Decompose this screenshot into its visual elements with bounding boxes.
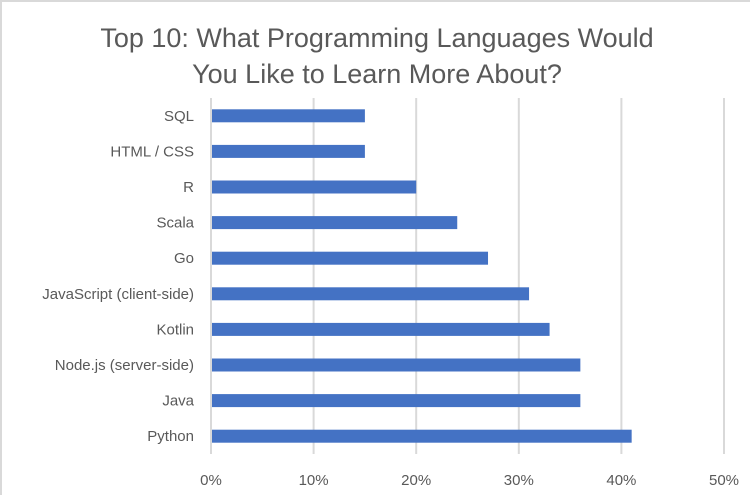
bar — [212, 287, 530, 301]
category-label: Go — [174, 250, 194, 267]
chart-title: Top 10: What Programming Languages Would… — [2, 20, 750, 92]
category-label: Node.js (server-side) — [55, 357, 194, 374]
bar — [212, 144, 365, 158]
x-tick-label: 0% — [200, 472, 222, 489]
category-label: JavaScript (client-side) — [42, 286, 194, 303]
bar — [212, 216, 458, 230]
category-label: Java — [162, 393, 194, 410]
category-label: R — [183, 179, 194, 196]
category-label: Kotlin — [156, 321, 194, 338]
bar — [212, 429, 632, 443]
category-label: SQL — [164, 108, 194, 125]
bar — [212, 109, 365, 123]
chart-title-line-1: Top 10: What Programming Languages Would — [100, 23, 654, 53]
bar — [212, 251, 489, 265]
bar — [212, 394, 581, 408]
x-tick-label: 10% — [299, 472, 329, 489]
category-labels: SQL HTML / CSS R Scala Go JavaScript (client-… — [42, 108, 194, 445]
category-label: Scala — [156, 215, 194, 232]
category-label: Python — [147, 428, 194, 445]
x-tick-label: 50% — [709, 472, 739, 489]
chart-title-line-2: You Like to Learn More About? — [192, 59, 562, 89]
x-tick-label: 30% — [504, 472, 534, 489]
bar — [212, 322, 550, 336]
x-tick-label: 20% — [401, 472, 431, 489]
bar — [212, 180, 417, 194]
x-tick-label: 40% — [606, 472, 636, 489]
x-tick-labels: 0% 10% 20% 30% 40% 50% — [200, 472, 739, 489]
category-label: HTML / CSS — [110, 143, 194, 160]
bar — [212, 358, 581, 372]
bars — [212, 109, 632, 443]
